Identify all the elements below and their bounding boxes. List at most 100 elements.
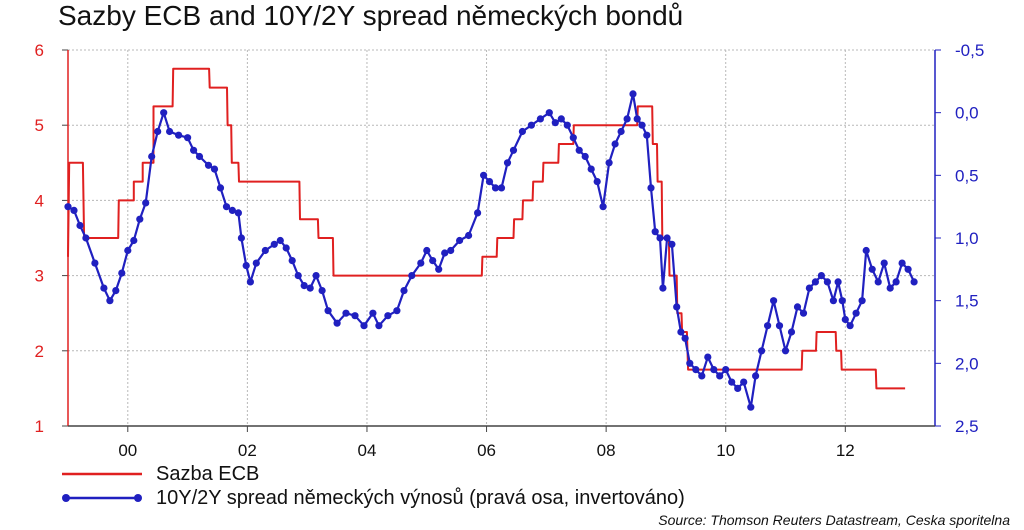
right-tick-label: 2,5 [955,417,979,436]
series-point [222,203,231,211]
series-point [324,307,332,315]
series-point [677,328,685,336]
series-point [581,152,589,161]
right-tick-label: 0,5 [955,166,979,185]
series-point [659,284,667,292]
series-point [288,257,296,265]
legend-item-spread: 10Y/2Y spread německých výnosů (pravá os… [62,486,685,510]
series-point [435,265,443,273]
series-point [70,206,78,214]
series-point [651,228,659,236]
series-point [518,127,527,136]
source-note: Source: Thomson Reuters Datastream, Cesk… [658,512,1010,528]
series-point [758,347,766,355]
series-point [611,140,619,148]
series-point [681,334,689,342]
series-point [166,127,174,136]
series-point [503,159,512,167]
x-tick-label: 10 [716,441,735,460]
series-point [195,152,204,161]
series-point [246,278,254,286]
series-point [722,366,730,374]
series-point [142,199,150,207]
series-layer [64,67,918,411]
series-point [237,234,245,242]
series-point [823,278,832,286]
series-point [623,115,631,123]
series-point [441,249,449,257]
series-point [880,259,888,267]
series-point [242,262,250,270]
series-point [747,403,755,411]
series-point [333,319,341,327]
legend-item-ecb: Sazba ECB [62,462,259,486]
series-point [799,309,808,317]
series-point [892,278,900,286]
series-point [485,178,494,186]
series-point [846,322,854,330]
series-point [491,184,500,192]
series-point [393,307,401,315]
series-point [770,297,778,305]
series-point [527,121,536,129]
series-point [118,269,126,277]
series-point [633,115,641,123]
series-point [228,206,236,214]
series-point [106,297,114,305]
chart-title: Sazby ECB and 10Y/2Y spread německých bo… [58,0,684,31]
series-point [838,297,846,305]
series-point [787,328,796,336]
left-tick-label: 2 [35,342,44,361]
series-point [252,259,260,267]
series-point [829,297,838,305]
series-point [154,127,162,136]
series-point [447,246,455,255]
series-point [793,303,802,311]
series-point [130,236,138,245]
series-point [858,297,866,305]
series-point [557,115,565,123]
series-point [360,322,368,330]
series-point [862,246,870,255]
series-point [599,203,607,211]
series-point [306,284,314,292]
series-point [429,257,437,265]
series-point [190,146,198,154]
series-point [775,322,784,330]
series-point [569,134,577,142]
series-point [312,272,320,280]
series-point [692,366,700,374]
series-point [497,184,506,192]
series-point [710,366,718,374]
series-point [210,165,219,173]
series-point [740,378,748,386]
series-point [575,146,583,154]
series-point [852,309,860,317]
series-point [276,236,284,245]
series-point [551,119,559,127]
series-point [817,272,826,280]
series-point [480,171,488,179]
right-tick-label: 2,0 [955,354,979,373]
left-tick-label: 5 [35,116,44,135]
series-point [617,127,625,136]
series-point [605,159,613,167]
series-point [408,272,416,280]
right-tick-label: 1,0 [955,229,979,248]
series-point [456,236,464,245]
series-point [805,284,814,292]
x-tick-label: 02 [238,441,257,460]
series-point [76,221,84,230]
series-point [643,131,651,139]
series-point [704,353,712,361]
series-point [686,359,694,367]
series-point [663,234,671,242]
series-point [474,209,482,217]
series-point [82,234,90,242]
series-point [545,109,553,117]
series-point [369,309,377,317]
series-point [563,121,571,129]
series-line-1 [67,92,916,409]
